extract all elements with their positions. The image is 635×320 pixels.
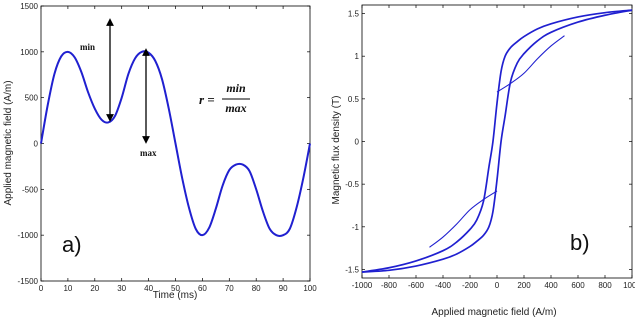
chart-a-ticks: 0 10 20 30 40 50 60 70 80 90 100 1500 1000 500 0 -500 -1… — [18, 2, 318, 293]
chart-b-x-tick-label: 0 — [495, 281, 500, 290]
chart-a-y-tick-label: -1500 — [18, 277, 39, 286]
chart-a-x-label: Time (ms) — [153, 290, 198, 301]
chart-b-x-tick-label: -800 — [381, 281, 398, 290]
chart-a-y-label: Applied magnetic field (A/m) — [3, 80, 14, 205]
chart-b-x-tick-label: -1000 — [352, 281, 373, 290]
chart-b: -1000 -800 -600 -400 -200 0 200 400 600 800 1000 1.… — [331, 4, 635, 318]
chart-a-x-tick-label: 80 — [252, 284, 261, 293]
chart-b-y-tick-label: -1 — [352, 223, 360, 232]
chart-b-frame — [361, 4, 633, 279]
chart-a-min-label: min — [80, 42, 95, 52]
chart-b-y-tick-label: 0 — [355, 138, 360, 147]
chart-b-series-line — [496, 35, 565, 93]
chart-b-x-label: Applied magnetic field (A/m) — [431, 307, 556, 318]
chart-a-panel-label: a) — [62, 232, 82, 257]
chart-b-x-tick-label: 800 — [598, 281, 612, 290]
chart-a-x-tick-label: 30 — [117, 284, 126, 293]
chart-b-y-tick-label: -0.5 — [345, 180, 359, 189]
chart-a-x-tick-label: 0 — [39, 284, 44, 293]
chart-b-series-line — [361, 9, 633, 273]
chart-a-formula-lhs: r = — [199, 92, 215, 107]
chart-a-y-tick-label: -1000 — [18, 231, 39, 240]
chart-a-formula-den: max — [225, 101, 246, 115]
chart-b-y-label: Magnetic flux density (T) — [331, 96, 342, 205]
chart-a-x-tick-label: 10 — [63, 284, 72, 293]
chart-b-series-line — [361, 9, 633, 273]
chart-a-x-tick-label: 70 — [225, 284, 234, 293]
chart-b-series-line — [429, 190, 498, 248]
chart-b-x-tick-label: -600 — [408, 281, 425, 290]
chart-a-y-tick-label: 0 — [34, 140, 39, 149]
chart-b-y-tick-label: 0.5 — [348, 95, 360, 104]
chart-a-x-tick-label: 20 — [90, 284, 99, 293]
chart-b-x-tick-label: 400 — [544, 281, 558, 290]
chart-b-panel-label: b) — [570, 230, 590, 255]
chart-a-series-line — [40, 50, 311, 237]
chart-b-y-tick-label: 1 — [355, 52, 360, 61]
chart-a-x-tick-label: 90 — [279, 284, 288, 293]
chart-a-x-tick-label: 60 — [198, 284, 207, 293]
chart-a-x-tick-label: 50 — [171, 284, 180, 293]
chart-b-x-tick-label: 200 — [517, 281, 531, 290]
chart-b-y-tick-label: 1.5 — [348, 10, 360, 19]
chart-b-ticks: -1000 -800 -600 -400 -200 0 200 400 600 800 1000 1.… — [345, 5, 635, 290]
chart-a-y-tick-label: 500 — [25, 94, 39, 103]
chart-a-y-tick-label: 1500 — [20, 2, 38, 11]
chart-a-formula-num: min — [226, 81, 246, 95]
chart-a-y-tick-label: -500 — [22, 185, 39, 194]
chart-b-x-tick-label: 1000 — [623, 281, 635, 290]
chart-b-y-tick-label: -1.5 — [345, 265, 359, 274]
chart-b-x-tick-label: 600 — [571, 281, 585, 290]
chart-b-series-lines — [361, 9, 633, 273]
chart-a: 0 10 20 30 40 50 60 70 80 90 100 1500 1000 500 0 -500 -1… — [3, 2, 317, 301]
chart-b-x-tick-label: -400 — [435, 281, 452, 290]
chart-b-x-tick-label: -200 — [462, 281, 479, 290]
chart-a-x-tick-label: 100 — [303, 284, 317, 293]
chart-a-y-tick-label: 1000 — [20, 48, 38, 57]
chart-a-max-label: max — [140, 148, 157, 158]
chart-a-x-tick-label: 40 — [144, 284, 153, 293]
